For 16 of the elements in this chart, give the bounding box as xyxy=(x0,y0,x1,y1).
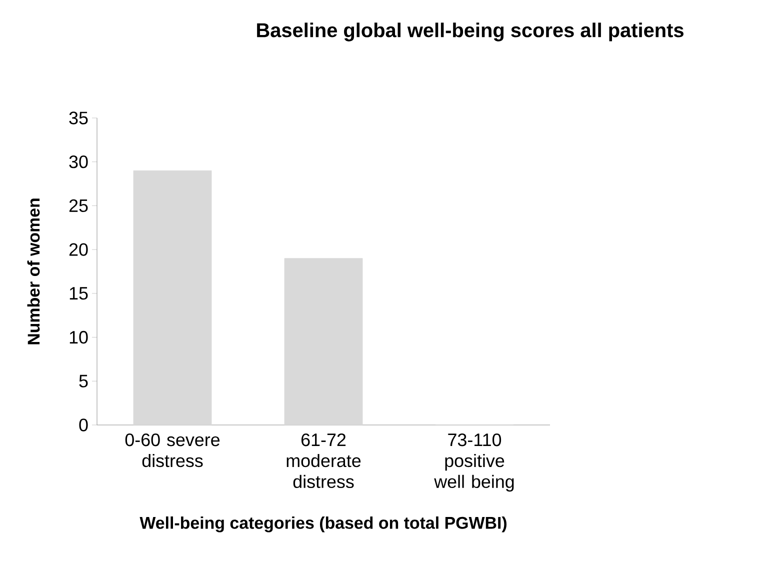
x-axis-title: Well-being categories (based on total PGWBI) xyxy=(140,516,506,532)
y-tick-label: 15 xyxy=(70,287,88,300)
x-tick-label: 0-60 severe distress xyxy=(125,433,220,468)
y-tick-label: 20 xyxy=(69,243,88,256)
y-tick-label: 5 xyxy=(79,374,88,388)
bar xyxy=(284,258,363,425)
y-tick-label: 25 xyxy=(69,199,88,212)
x-tick-label: 73-110 positive well being xyxy=(434,433,514,492)
y-tick-label: 35 xyxy=(69,112,88,124)
x-tick-label: 61-72 moderate distress xyxy=(286,433,361,488)
y-axis-title: Number of women xyxy=(27,198,40,344)
y-tick-label: 10 xyxy=(70,330,88,344)
bar xyxy=(133,170,212,425)
y-tick-label: 0 xyxy=(79,418,88,432)
chart-title: Baseline global well-being scores all patients xyxy=(257,22,684,42)
y-tick-label: 30 xyxy=(69,155,88,168)
